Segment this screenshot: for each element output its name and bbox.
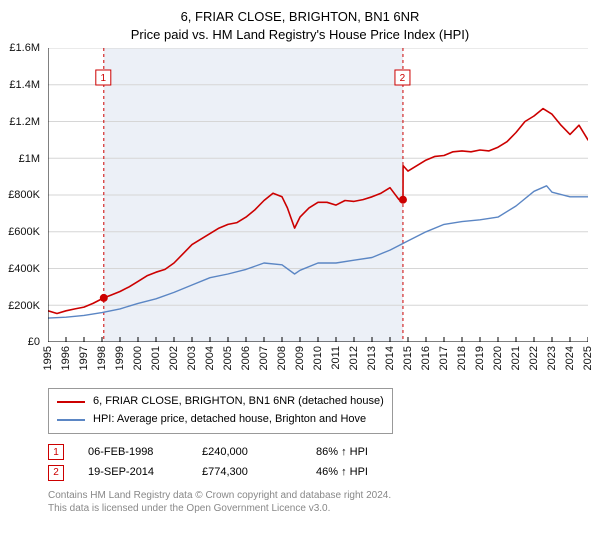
y-tick-label: £200K (8, 300, 40, 312)
transaction-hpi: 46% ↑ HPI (316, 462, 406, 483)
x-tick-label: 2024 (564, 346, 576, 370)
y-axis: £0£200K£400K£600K£800K£1M£1.2M£1.4M£1.6M (0, 48, 44, 342)
y-tick-label: £1.4M (9, 79, 40, 91)
x-tick-label: 2006 (240, 346, 252, 370)
x-tick-label: 2018 (456, 346, 468, 370)
y-tick-label: £800K (8, 189, 40, 201)
chart-container: 6, FRIAR CLOSE, BRIGHTON, BN1 6NR Price … (0, 0, 600, 515)
title-line-2: Price paid vs. HM Land Registry's House … (0, 26, 600, 44)
x-tick-label: 2020 (492, 346, 504, 370)
legend-swatch (57, 419, 85, 421)
x-tick-label: 2013 (366, 346, 378, 370)
transaction-marker: 1 (48, 444, 64, 460)
transaction-date: 06-FEB-1998 (88, 442, 178, 463)
x-tick-label: 2008 (276, 346, 288, 370)
legend: 6, FRIAR CLOSE, BRIGHTON, BN1 6NR (detac… (48, 388, 393, 433)
legend-row: 6, FRIAR CLOSE, BRIGHTON, BN1 6NR (detac… (57, 393, 384, 411)
transaction-price: £240,000 (202, 442, 292, 463)
attribution-line-2: This data is licensed under the Open Gov… (48, 502, 588, 515)
svg-text:1: 1 (101, 73, 107, 84)
transaction-marker: 2 (48, 465, 64, 481)
attribution-line-1: Contains HM Land Registry data © Crown c… (48, 489, 588, 502)
transaction-row: 1 06-FEB-1998 £240,000 86% ↑ HPI (48, 442, 588, 463)
x-axis: 1995199619971998199920002001200220032004… (48, 342, 588, 378)
y-tick-label: £1.2M (9, 116, 40, 128)
legend-row: HPI: Average price, detached house, Brig… (57, 411, 384, 429)
x-tick-label: 2019 (474, 346, 486, 370)
legend-label: HPI: Average price, detached house, Brig… (93, 411, 366, 429)
x-tick-label: 2014 (384, 346, 396, 370)
transaction-date: 19-SEP-2014 (88, 462, 178, 483)
transaction-row: 2 19-SEP-2014 £774,300 46% ↑ HPI (48, 462, 588, 483)
title-line-1: 6, FRIAR CLOSE, BRIGHTON, BN1 6NR (0, 8, 600, 26)
svg-text:2: 2 (400, 73, 406, 84)
x-tick-label: 2011 (330, 346, 342, 370)
y-tick-label: £600K (8, 226, 40, 238)
x-tick-label: 1995 (42, 346, 54, 370)
plot-region: £0£200K£400K£600K£800K£1M£1.2M£1.4M£1.6M… (48, 48, 588, 342)
y-tick-label: £1M (19, 153, 40, 165)
plot-svg: 12 (48, 48, 588, 342)
x-tick-label: 2023 (546, 346, 558, 370)
x-tick-label: 2025 (582, 346, 594, 370)
x-tick-label: 2010 (312, 346, 324, 370)
x-tick-label: 1998 (96, 346, 108, 370)
x-tick-label: 2016 (420, 346, 432, 370)
x-tick-label: 2015 (402, 346, 414, 370)
legend-swatch (57, 401, 85, 403)
attribution: Contains HM Land Registry data © Crown c… (48, 489, 588, 515)
legend-label: 6, FRIAR CLOSE, BRIGHTON, BN1 6NR (detac… (93, 393, 384, 411)
x-tick-label: 2000 (132, 346, 144, 370)
title-block: 6, FRIAR CLOSE, BRIGHTON, BN1 6NR Price … (0, 0, 600, 48)
y-tick-label: £0 (28, 336, 40, 348)
x-tick-label: 1996 (60, 346, 72, 370)
x-tick-label: 2009 (294, 346, 306, 370)
x-tick-label: 2005 (222, 346, 234, 370)
y-tick-label: £1.6M (9, 42, 40, 54)
x-tick-label: 1997 (78, 346, 90, 370)
x-tick-label: 2001 (150, 346, 162, 370)
chart-area: £0£200K£400K£600K£800K£1M£1.2M£1.4M£1.6M… (48, 48, 588, 378)
x-tick-label: 2002 (168, 346, 180, 370)
x-tick-label: 1999 (114, 346, 126, 370)
x-tick-label: 2007 (258, 346, 270, 370)
x-tick-label: 2004 (204, 346, 216, 370)
x-tick-label: 2022 (528, 346, 540, 370)
x-tick-label: 2021 (510, 346, 522, 370)
transaction-hpi: 86% ↑ HPI (316, 442, 406, 463)
x-tick-label: 2017 (438, 346, 450, 370)
transactions-table: 1 06-FEB-1998 £240,000 86% ↑ HPI 2 19-SEP-201… (48, 442, 588, 484)
y-tick-label: £400K (8, 263, 40, 275)
x-tick-label: 2012 (348, 346, 360, 370)
x-tick-label: 2003 (186, 346, 198, 370)
transaction-price: £774,300 (202, 462, 292, 483)
